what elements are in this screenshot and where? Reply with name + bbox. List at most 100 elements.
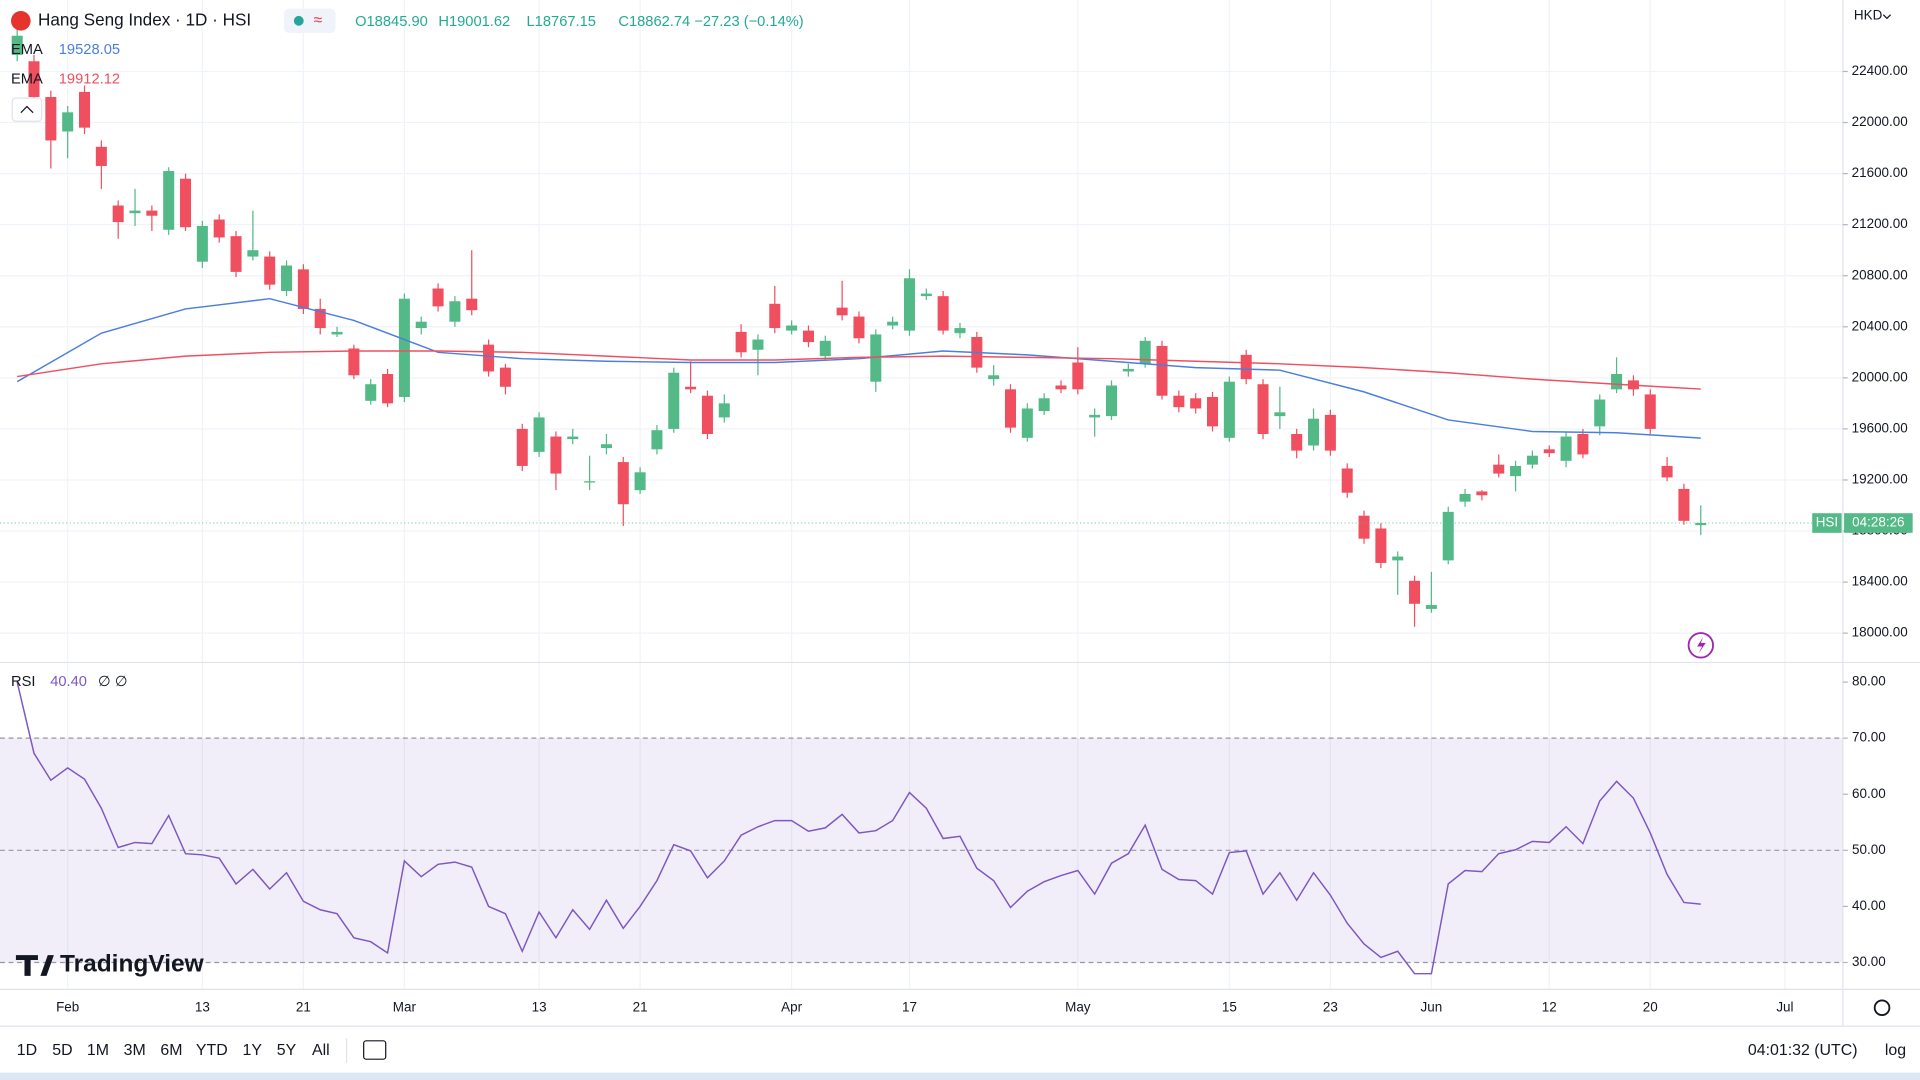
candle-body (1375, 528, 1387, 563)
candle-body (247, 250, 259, 257)
y-tick-label: 19200.00 (1852, 472, 1908, 487)
price-tag-name: HSI (1816, 515, 1838, 530)
range-button[interactable]: YTD (196, 1042, 228, 1059)
rsi-legend-params: ∅ ∅ (98, 674, 128, 690)
candle-body (281, 265, 293, 292)
candle-body (937, 296, 949, 331)
candle-body (853, 316, 865, 339)
date-range-icon[interactable] (363, 1040, 387, 1060)
x-tick-label: Apr (781, 999, 802, 1014)
candle-body (499, 367, 511, 387)
x-tick-label: 23 (1323, 999, 1338, 1014)
candle-body (1644, 394, 1656, 429)
candle-body (331, 331, 343, 335)
logo-mark (15, 955, 54, 976)
candle-body (449, 301, 461, 322)
candle-body (1207, 396, 1219, 427)
candle-body (954, 328, 966, 334)
candle-body (920, 293, 932, 297)
candle-body (1308, 418, 1320, 446)
candle-body (264, 256, 276, 285)
candle-body (1442, 511, 1454, 561)
x-tick-label: Jun (1421, 999, 1443, 1014)
rsi-tick-label: 80.00 (1852, 674, 1886, 689)
y-tick-label: 21200.00 (1852, 216, 1908, 231)
range-button[interactable]: 5D (52, 1042, 72, 1059)
candle-body (1223, 381, 1235, 438)
ema-legend-name: EMA (11, 42, 43, 58)
range-button[interactable]: 5Y (277, 1042, 297, 1059)
candle-body (163, 171, 175, 230)
candle-body (1392, 556, 1404, 561)
candle-body (382, 374, 394, 404)
candle-body (819, 340, 831, 357)
candle-body (870, 334, 882, 382)
candle-body (718, 403, 730, 418)
candle-body (1425, 605, 1437, 609)
candle-body (129, 210, 141, 214)
candle-body (1089, 414, 1101, 418)
currency[interactable]: HKD (1854, 7, 1883, 22)
candle-body (836, 307, 848, 316)
candle-body (1526, 455, 1538, 465)
candle-body (1577, 434, 1589, 455)
toolbar: 1D 5D 1M 3M 6M YTD 1Y 5Y All 04:01:32 (UTC) log (17, 1042, 1906, 1059)
alert-icon[interactable] (1687, 632, 1714, 659)
candle-body (196, 225, 208, 262)
ohlc-change: −27.23 (−0.14%) (694, 14, 803, 30)
price-tag-box (1844, 513, 1913, 533)
candle-body (1695, 523, 1707, 526)
candle-body (314, 308, 326, 329)
range-button[interactable]: 1Y (243, 1042, 263, 1059)
plot (0, 29, 1843, 975)
candle-body (516, 428, 528, 466)
rsi-tick-label: 40.00 (1852, 898, 1886, 913)
rsi-line (16, 681, 1701, 975)
y-tick-label: 18400.00 (1852, 574, 1908, 589)
y-tick-label: 22000.00 (1852, 114, 1908, 129)
x-tick-label: 13 (195, 999, 210, 1014)
symbol-logo (11, 11, 31, 31)
candle-body (533, 417, 545, 452)
range-button[interactable]: 1M (87, 1042, 109, 1059)
range-button[interactable]: All (312, 1042, 330, 1059)
candle-body (1004, 389, 1017, 428)
candle-body (1324, 414, 1336, 451)
candle-body (365, 384, 377, 401)
candle-body (11, 35, 23, 55)
range-button[interactable]: 6M (160, 1042, 182, 1059)
candle-body (1105, 385, 1118, 417)
candle-body (1594, 399, 1606, 427)
range-button[interactable]: 1D (17, 1042, 37, 1059)
ema-legend-name: EMA (11, 71, 43, 87)
candle-body (466, 298, 478, 311)
ohlc-low: L18767.15 (527, 14, 596, 30)
candle-body (1358, 515, 1370, 539)
alert-bolt (1697, 636, 1706, 654)
candle-body (1055, 385, 1067, 390)
candle-body (180, 178, 192, 228)
log-toggle[interactable]: log (1885, 1042, 1906, 1059)
candle-body (903, 278, 915, 331)
candle-body (432, 288, 444, 307)
candle-body (1257, 384, 1269, 435)
x-tick-label: 15 (1222, 999, 1237, 1014)
collapse-legend[interactable] (11, 97, 43, 122)
candle-body (786, 325, 798, 331)
status-pill[interactable] (284, 8, 336, 34)
candle-body (1560, 436, 1572, 461)
candle-body (1139, 340, 1151, 364)
candle-body (348, 348, 360, 376)
candle-body (752, 339, 764, 350)
candle-body (701, 395, 713, 435)
candle-body (297, 269, 309, 309)
settings-icon[interactable] (1873, 999, 1891, 1017)
range-button[interactable]: 3M (124, 1042, 146, 1059)
candle-body (483, 344, 495, 372)
candle-body (415, 321, 427, 329)
collapse-icon (20, 105, 34, 114)
rsi-tick-label: 50.00 (1852, 842, 1886, 857)
rsi-legend-name: RSI (11, 674, 35, 690)
rsi-tick-label: 30.00 (1852, 954, 1886, 969)
candle-body (45, 97, 57, 141)
